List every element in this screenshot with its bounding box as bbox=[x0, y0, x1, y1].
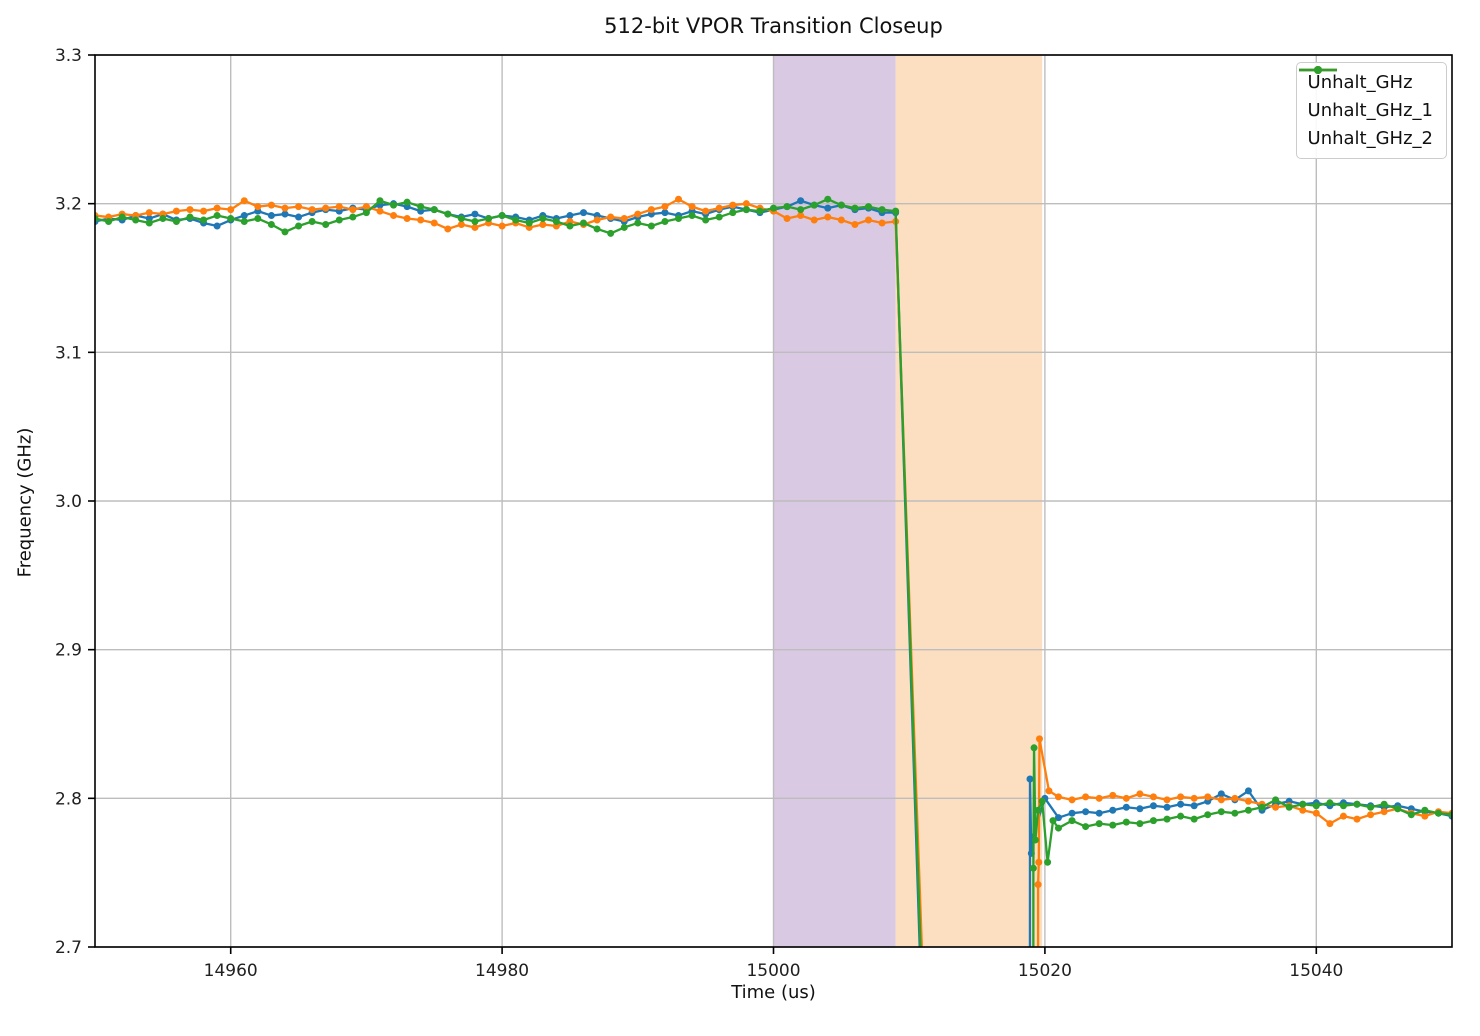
x-tick-label: 14980 bbox=[475, 961, 529, 981]
x-tick-label: 15020 bbox=[1018, 961, 1072, 981]
y-tick-label: 2.9 bbox=[55, 641, 82, 661]
legend-item-Unhalt_GHz_2: Unhalt_GHz_2 bbox=[1298, 66, 1433, 149]
x-tick-label: 15040 bbox=[1289, 961, 1343, 981]
x-tick-label: 15000 bbox=[746, 961, 800, 981]
series-Unhalt_GHz_2 bbox=[95, 195, 1452, 947]
legend-label: Unhalt_GHz bbox=[1307, 72, 1413, 93]
legend-label: Unhalt_GHz_2 bbox=[1307, 128, 1433, 149]
y-tick-label: 3.1 bbox=[55, 343, 82, 363]
y-tick-label: 2.8 bbox=[55, 789, 82, 809]
y-tick-label: 3.0 bbox=[55, 492, 82, 512]
chart-title: 512-bit VPOR Transition Closeup bbox=[604, 14, 943, 38]
y-tick-label: 2.7 bbox=[55, 938, 82, 958]
x-tick-label: 14960 bbox=[204, 961, 258, 981]
legend-item-Unhalt_GHz_1: Unhalt_GHz_1 bbox=[1298, 66, 1433, 121]
y-tick-label: 3.2 bbox=[55, 195, 82, 215]
x-ticks: 14960 14980 15000 15020 15040 bbox=[204, 947, 1343, 981]
legend-label: Unhalt_GHz_1 bbox=[1307, 100, 1433, 121]
x-axis-label: Time (us) bbox=[731, 982, 816, 1003]
y-ticks: 2.7 2.8 2.9 3.0 3.1 3.2 3.3 bbox=[55, 46, 95, 958]
y-tick-label: 3.3 bbox=[55, 46, 82, 66]
y-axis-label: Frequency (GHz) bbox=[14, 427, 36, 578]
legend-line-sample bbox=[1298, 66, 1337, 74]
legend: Unhalt_GHz Unhalt_GHz_1 Unhalt_GHz_2 bbox=[1295, 62, 1447, 159]
